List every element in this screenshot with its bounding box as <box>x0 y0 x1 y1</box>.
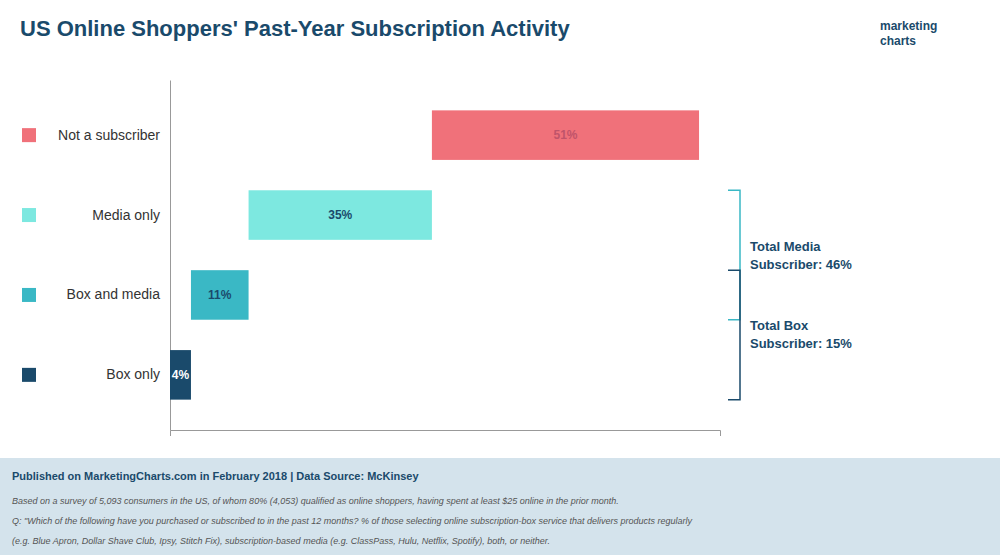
annotation-text: Total Media <box>750 239 821 254</box>
data-label: 51% <box>553 128 577 142</box>
y-axis: Box only Box and media Media only Not a sub… <box>58 81 170 431</box>
footnote: Published on MarketingCharts.com in Febr… <box>12 470 419 482</box>
annotation: Total Box Subscriber: 15% <box>728 270 852 399</box>
footnote: Q: "Which of the following have you purc… <box>12 516 693 526</box>
bars <box>170 110 699 399</box>
annotation-text: Total Box <box>750 318 809 333</box>
annotation-text: Subscriber: 15% <box>750 336 852 351</box>
swatch <box>22 208 36 222</box>
footnote: Based on a survey of 5,093 consumers in … <box>12 496 619 506</box>
footer-background <box>0 458 1000 555</box>
x-axis-line <box>171 431 721 437</box>
annotation-text: Subscriber: 46% <box>750 257 852 272</box>
swatches <box>22 128 36 382</box>
bracket <box>728 270 740 399</box>
chart: US Online Shoppers' Past-Year Subscripti… <box>0 0 1000 555</box>
bar <box>432 110 699 160</box>
data-label: 4% <box>172 368 190 382</box>
y-tick: Media only <box>92 207 170 223</box>
title: US Online Shoppers' Past-Year Subscripti… <box>20 16 570 41</box>
y-tick-label: Box only <box>106 366 160 382</box>
annotation: Total Media Subscriber: 46% <box>728 190 852 319</box>
bar <box>249 190 432 240</box>
y-tick: Box only <box>106 366 170 382</box>
y-tick-label: Box and media <box>67 286 161 302</box>
y-tick-label: Media only <box>92 207 160 223</box>
footnote: (e.g. Blue Apron, Dollar Shave Club, Ips… <box>12 536 550 546</box>
bar <box>170 350 191 400</box>
swatch <box>22 128 36 142</box>
y-tick: Not a subscriber <box>58 127 170 143</box>
y-tick: Box and media <box>67 286 170 302</box>
data-labels: 4% 11% 35% 51% <box>172 128 578 382</box>
footer: Published on MarketingCharts.com in Febr… <box>0 458 1000 555</box>
y-tick-label: Not a subscriber <box>58 127 160 143</box>
x-axis <box>171 431 721 437</box>
bar <box>191 270 249 320</box>
logo: marketingcharts <box>880 19 937 48</box>
logo-text: marketing <box>880 19 937 33</box>
swatch <box>22 368 36 382</box>
bracket <box>728 190 740 319</box>
swatch <box>22 288 36 302</box>
logo-text: charts <box>880 34 916 48</box>
data-label: 35% <box>328 208 352 222</box>
data-label: 11% <box>208 288 232 302</box>
